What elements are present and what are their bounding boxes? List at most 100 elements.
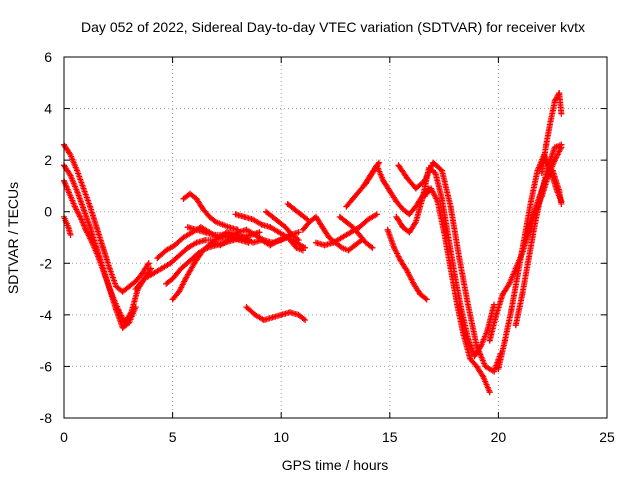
data-point — [147, 265, 154, 272]
data-point — [536, 193, 543, 200]
data-point — [523, 231, 530, 238]
data-point — [367, 172, 374, 179]
data-point — [558, 141, 565, 148]
axis-ticks — [63, 56, 608, 419]
data-point — [356, 188, 363, 195]
data-point — [169, 296, 176, 303]
data-point — [302, 317, 309, 324]
data-point — [352, 242, 359, 249]
data-point — [113, 283, 120, 290]
data-point — [297, 211, 304, 218]
data-point — [286, 309, 293, 316]
y-tick-label: -2 — [40, 255, 53, 271]
data-point — [245, 239, 252, 246]
data-point — [467, 355, 474, 362]
data-point — [428, 185, 435, 192]
data-point — [519, 291, 526, 298]
data-point — [339, 234, 346, 241]
data-point — [93, 224, 100, 231]
data-point — [362, 239, 369, 246]
series-track-10 — [184, 224, 252, 246]
data-point — [141, 275, 148, 282]
data-point — [534, 167, 541, 174]
data-point — [163, 280, 170, 287]
data-point — [543, 175, 550, 182]
data-point — [319, 224, 326, 231]
data-point — [545, 162, 552, 169]
data-point — [219, 231, 226, 238]
series-markers — [61, 213, 74, 238]
data-point — [330, 239, 337, 246]
data-point — [312, 239, 319, 246]
data-point — [356, 231, 363, 238]
data-point — [556, 188, 563, 195]
tick-labels: 0 5 10 15 20 25 -8 -6 -4 -2 0 2 4 6 — [40, 49, 615, 445]
data-point — [471, 353, 478, 360]
data-point — [454, 301, 461, 308]
data-point — [345, 247, 352, 254]
data-point — [393, 213, 400, 220]
data-point — [126, 283, 133, 290]
data-point — [538, 170, 545, 177]
data-point — [514, 270, 521, 277]
data-point — [430, 159, 437, 166]
data-point — [80, 206, 87, 213]
data-point — [284, 200, 291, 207]
data-point — [186, 257, 193, 264]
data-point — [139, 270, 146, 277]
data-point — [119, 288, 126, 295]
data-point — [236, 237, 243, 244]
data-point — [78, 216, 85, 223]
data-point — [447, 203, 454, 210]
data-point — [373, 211, 380, 218]
data-point — [258, 221, 265, 228]
data-point — [343, 219, 350, 226]
data-point — [204, 244, 211, 251]
series-markers — [360, 162, 432, 218]
series-track-13 — [284, 200, 311, 223]
x-tick-label: 20 — [491, 429, 507, 445]
data-point — [391, 244, 398, 251]
data-point — [399, 224, 406, 231]
data-point — [210, 231, 217, 238]
data-point — [260, 317, 267, 324]
y-tick-label: 0 — [44, 204, 52, 220]
data-point — [410, 280, 417, 287]
data-point — [100, 244, 107, 251]
data-point — [421, 193, 428, 200]
data-point — [180, 195, 187, 202]
data-point — [547, 118, 554, 125]
data-point — [226, 224, 233, 231]
data-point — [193, 239, 200, 246]
data-point — [447, 265, 454, 272]
data-point — [295, 229, 302, 236]
data-point — [312, 213, 319, 220]
x-tick-label: 5 — [169, 429, 177, 445]
data-point — [347, 229, 354, 236]
data-point — [184, 224, 191, 231]
data-point — [93, 244, 100, 251]
data-point — [404, 175, 411, 182]
data-point — [464, 301, 471, 308]
data-point — [249, 216, 256, 223]
data-point — [349, 195, 356, 202]
series-track-17 — [336, 213, 376, 251]
data-point — [530, 211, 537, 218]
data-point — [360, 182, 367, 189]
data-point — [482, 363, 489, 370]
data-point — [295, 311, 302, 318]
data-point — [87, 224, 94, 231]
data-point — [293, 244, 300, 251]
data-point — [82, 226, 89, 233]
data-point — [260, 237, 267, 244]
data-point — [460, 332, 467, 339]
data-point — [171, 242, 178, 249]
data-point — [491, 301, 498, 308]
data-point — [221, 239, 228, 246]
data-point — [106, 265, 113, 272]
series-track-25 — [495, 151, 565, 373]
data-point — [154, 255, 161, 262]
data-point — [339, 244, 346, 251]
data-point — [486, 389, 493, 396]
